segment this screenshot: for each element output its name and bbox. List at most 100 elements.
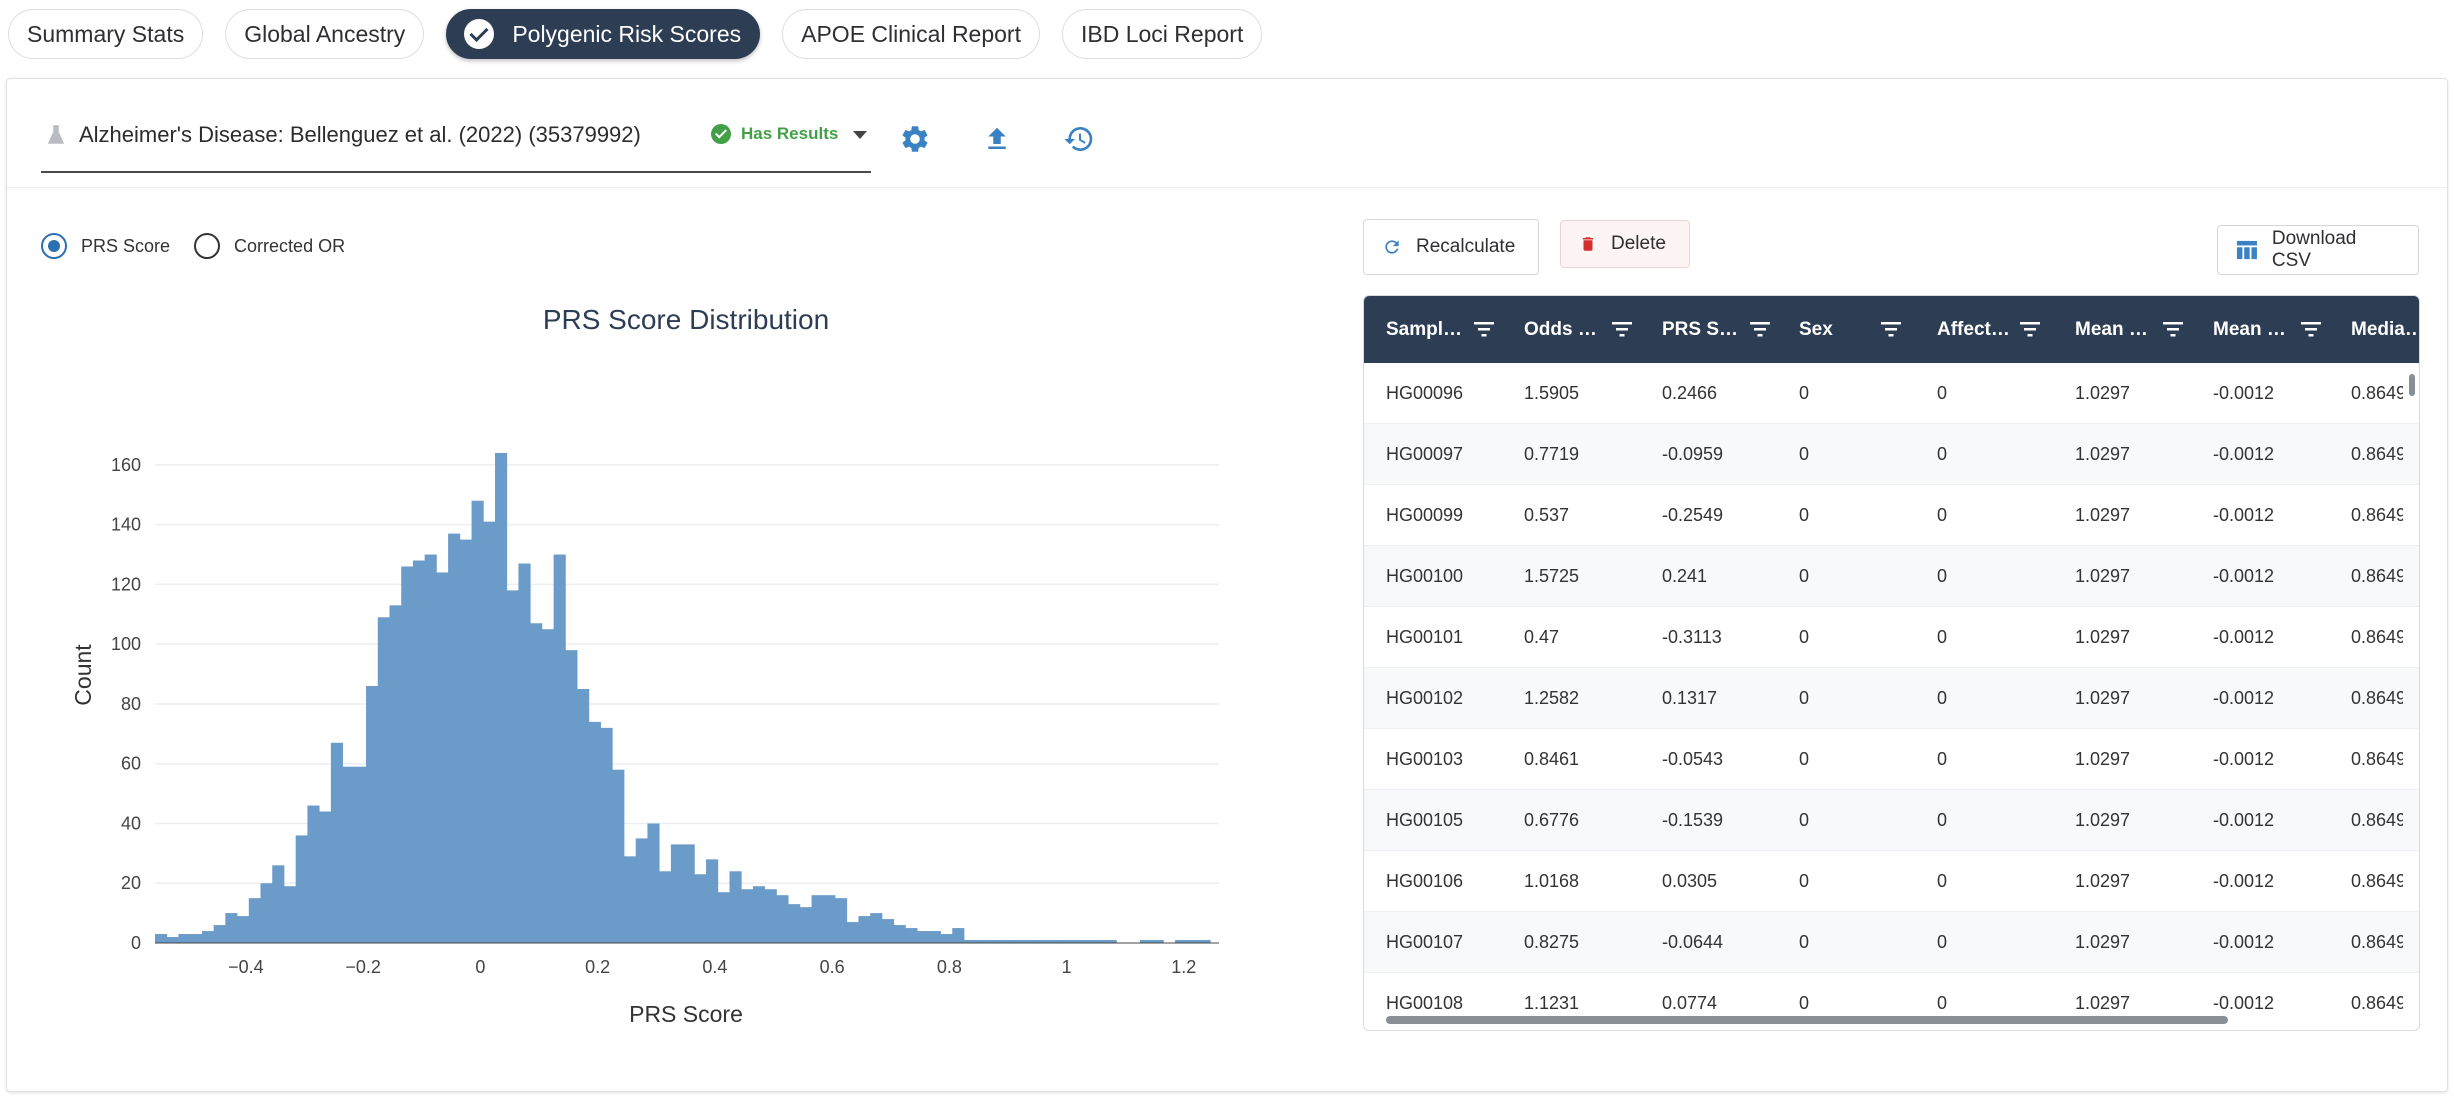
table-cell: 0 — [1799, 931, 1810, 952]
download-csv-button[interactable]: Download CSV — [2217, 225, 2419, 275]
histogram-bar — [424, 554, 437, 943]
table-cell: 0 — [1937, 443, 1948, 464]
table-cell: -0.0012 — [2213, 443, 2275, 464]
column-header[interactable]: Mean … — [2213, 296, 2321, 363]
table-row[interactable]: HG00105 0.6776 -0.1539 0 0 1.0297 -0.0012 0.864… — [1364, 790, 2419, 851]
histogram-bar — [436, 572, 449, 943]
table-row[interactable]: HG00108 1.1231 0.0774 0 0 1.0297 -0.0012 0.8649 — [1364, 973, 2419, 1030]
tab-ibd-loci-report[interactable]: IBD Loci Report — [1061, 9, 1263, 59]
table-row[interactable]: HG00103 0.8461 -0.0543 0 0 1.0297 -0.0012 0.864… — [1364, 729, 2419, 790]
column-header[interactable]: Media… — [2351, 296, 2419, 363]
table-row[interactable]: HG00101 0.47 -0.3113 0 0 1.0297 -0.0012 0.8649 — [1364, 607, 2419, 668]
table-cell: HG00103 — [1386, 748, 1464, 769]
upload-button[interactable] — [975, 117, 1019, 161]
trait-select[interactable]: Alzheimer's Disease: Bellenguez et al. (… — [41, 119, 871, 173]
delete-label: Delete — [1611, 233, 1666, 254]
radio-button[interactable] — [41, 233, 67, 259]
table-cell: 1.0168 — [1524, 870, 1580, 891]
horizontal-scrollbar[interactable] — [1386, 1016, 2228, 1024]
column-header[interactable]: Odds … — [1524, 296, 1632, 363]
table-cell: 0.241 — [1662, 565, 1708, 586]
table-cell: 0.8649 — [2351, 382, 2403, 403]
trash-icon — [1582, 237, 1594, 251]
histogram-bar — [706, 859, 719, 943]
gear-icon — [902, 126, 928, 152]
histogram-bar — [612, 769, 625, 943]
x-tick-label: 1 — [1062, 957, 1072, 977]
table-cell: -0.0012 — [2213, 626, 2275, 647]
table-row[interactable]: HG00106 1.0168 0.0305 0 0 1.0297 -0.0012 0.8649 — [1364, 851, 2419, 912]
filter-icon[interactable] — [2163, 321, 2183, 337]
histogram-bar — [963, 940, 977, 943]
histogram-bar — [905, 928, 918, 943]
histogram-bar — [670, 844, 684, 943]
history-button[interactable] — [1057, 117, 1101, 161]
table-cell: 0 — [1937, 687, 1948, 708]
filter-icon[interactable] — [1881, 321, 1901, 337]
x-tick-label: −0.2 — [345, 957, 381, 977]
status-text: Has Results — [741, 124, 839, 143]
table-cell: 1.5905 — [1524, 382, 1580, 403]
y-tick-label: 120 — [111, 574, 141, 594]
histogram-bar — [893, 925, 906, 943]
table-cell: 0 — [1937, 748, 1948, 769]
histogram-bar — [389, 605, 402, 943]
filter-icon[interactable] — [1474, 321, 1494, 337]
column-header[interactable]: PRS S… — [1662, 296, 1770, 363]
table-row[interactable]: HG00107 0.8275 -0.0644 0 0 1.0297 -0.0012 0.864… — [1364, 912, 2419, 973]
tab-apoe-clinical-report[interactable]: APOE Clinical Report — [782, 9, 1040, 59]
check-circle-icon — [464, 19, 495, 49]
x-tick-label: 0.2 — [585, 957, 610, 977]
prs-results-table[interactable]: Sampl… Odds … PRS S… Sex Affect… Mean … Mean …… — [1363, 295, 2420, 1031]
table-cell: -0.0012 — [2213, 992, 2275, 1013]
table-cell: HG00102 — [1386, 687, 1464, 708]
histogram-bar — [1081, 940, 1094, 943]
table-row[interactable]: HG00100 1.5725 0.241 0 0 1.0297 -0.0012 0.8649 — [1364, 546, 2419, 607]
settings-button[interactable] — [893, 117, 937, 161]
vertical-scrollbar[interactable] — [2409, 374, 2415, 396]
histogram-bar — [1186, 940, 1199, 943]
chevron-down-icon[interactable] — [853, 131, 867, 139]
filter-icon[interactable] — [2020, 321, 2040, 337]
tab-global-ancestry[interactable]: Global Ancestry — [225, 9, 425, 59]
column-header[interactable]: Sampl… — [1386, 296, 1494, 363]
table-row[interactable]: HG00096 1.5905 0.2466 0 0 1.0297 -0.0012 0.8649 — [1364, 363, 2419, 424]
histogram-bar — [495, 452, 508, 943]
table-cell: HG00106 — [1386, 870, 1464, 891]
histogram-bar — [307, 805, 320, 943]
table-cell: 0.8649 — [2351, 992, 2403, 1013]
radio-button[interactable] — [194, 233, 221, 259]
tab-summary-stats[interactable]: Summary Stats — [8, 9, 204, 59]
table-cell: 0.8649 — [2351, 870, 2403, 891]
histogram-bar — [1198, 940, 1211, 943]
histogram-bar — [518, 563, 531, 943]
table-cell: -0.0012 — [2213, 809, 2275, 830]
table-cell: HG00099 — [1386, 504, 1464, 525]
table-cell: -0.1539 — [1662, 809, 1724, 830]
radio-prs-score[interactable]: PRS Score — [41, 233, 170, 259]
column-header-label: Sampl… — [1386, 318, 1463, 340]
column-header[interactable]: Sex — [1799, 296, 1901, 363]
table-cell: 0.8275 — [1524, 931, 1580, 952]
recalculate-button[interactable]: Recalculate — [1363, 219, 1539, 275]
table-row[interactable]: HG00099 0.537 -0.2549 0 0 1.0297 -0.0012 0.8649 — [1364, 485, 2419, 546]
column-header[interactable]: Affect… — [1937, 296, 2040, 363]
table-row[interactable]: HG00102 1.2582 0.1317 0 0 1.0297 -0.0012 0.8649 — [1364, 668, 2419, 729]
delete-button[interactable]: Delete — [1560, 220, 1690, 268]
filter-icon[interactable] — [1612, 321, 1632, 337]
histogram-bar — [330, 742, 343, 943]
histogram-bar — [799, 907, 812, 943]
tab-label: APOE Clinical Report — [801, 20, 1021, 47]
table-cell: HG00097 — [1386, 443, 1464, 464]
chart-axes: 0 20 40 60 80 100 120 140 160 −0.4 −0.2 0 0.2 0.4 0.6 0… — [111, 455, 1219, 977]
histogram-bar — [1139, 940, 1152, 943]
column-header[interactable]: Mean … — [2075, 296, 2183, 363]
table-cell: 0.7719 — [1524, 443, 1580, 464]
table-row[interactable]: HG00097 0.7719 -0.0959 0 0 1.0297 -0.0012 0.864… — [1364, 424, 2419, 485]
histogram-bar — [459, 539, 472, 943]
radio-corrected-or[interactable]: Corrected OR — [194, 233, 345, 259]
filter-icon[interactable] — [1750, 321, 1770, 337]
tab-polygenic-risk-scores[interactable]: Polygenic Risk Scores — [446, 9, 761, 59]
filter-icon[interactable] — [2301, 321, 2321, 337]
table-cell: HG00101 — [1386, 626, 1464, 647]
